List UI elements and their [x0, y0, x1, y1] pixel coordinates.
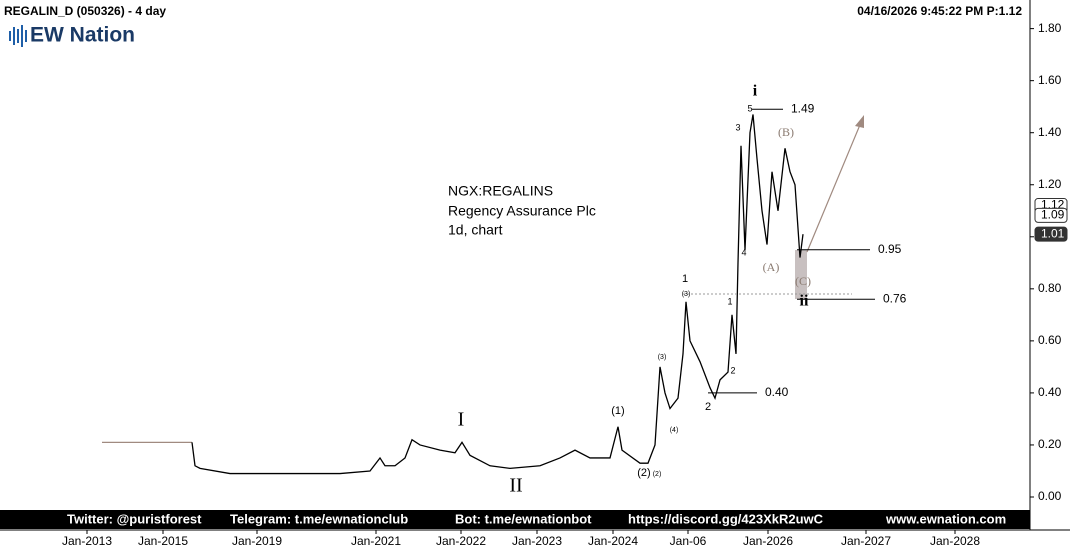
wave-label: 1: [727, 296, 732, 306]
x-tick-label: Jan-2024: [588, 534, 638, 548]
x-tick-label: Jan-2022: [436, 534, 486, 548]
wave-label: (3): [658, 354, 667, 361]
y-tick-label: 1.40: [1038, 125, 1062, 139]
y-tick-label: 0.40: [1038, 385, 1062, 399]
projection-arrow: [806, 119, 863, 253]
y-tick-label: 0.80: [1038, 281, 1062, 295]
y-tick-label: 0.20: [1038, 437, 1062, 451]
footer-band: [0, 510, 1030, 529]
description: 1d, chart: [448, 222, 503, 238]
footer-text: www.ewnation.com: [885, 511, 1006, 526]
wave-label: (1): [611, 405, 624, 417]
wave-label: (A): [763, 260, 780, 274]
wave-label: 2: [705, 401, 711, 413]
arrow-head: [855, 115, 864, 128]
wave-label: (2): [637, 467, 650, 479]
wave-label: (B): [778, 125, 794, 139]
wave-label: 5: [747, 103, 752, 113]
x-tick-label: Jan-2019: [232, 534, 282, 548]
wave-label: i: [753, 83, 758, 100]
x-tick-label: Jan-2015: [138, 534, 188, 548]
wave-label: (C): [795, 274, 811, 288]
level-label: 0.76: [883, 291, 907, 305]
price-tag-label: 1.01: [1041, 226, 1065, 240]
level-label: 0.40: [765, 385, 789, 399]
wave-label: 4: [741, 247, 746, 257]
wave-label: 1: [682, 273, 688, 285]
level-label: 0.95: [878, 242, 902, 256]
y-tick-label: 1.80: [1038, 21, 1062, 35]
footer-text: Telegram: t.me/ewnationclub: [230, 511, 408, 526]
x-tick-label: Jan-2023: [512, 534, 562, 548]
chart-title: REGALIN_D (050326) - 4 day: [4, 4, 166, 18]
y-tick-label: 0.60: [1038, 333, 1062, 347]
price-tag: [1034, 226, 1068, 242]
description: Regency Assurance Plc: [448, 203, 596, 219]
wave-label: ii: [800, 293, 809, 310]
wave-label: (4): [670, 427, 679, 434]
wave-label: 3: [735, 122, 740, 132]
x-tick-label: Jan-2028: [930, 534, 980, 548]
footer-text: Twitter: @puristforest: [67, 511, 202, 526]
wave-label: (2): [653, 471, 662, 478]
price-tag-label: 1.09: [1041, 208, 1065, 222]
x-tick-label: Jan-2021: [351, 534, 401, 548]
y-tick-label: 1.60: [1038, 73, 1062, 87]
wave-label: II: [509, 475, 522, 497]
level-label: 1.49: [791, 101, 815, 115]
logo: EW Nation: [30, 24, 135, 47]
price-tag: [1034, 207, 1068, 223]
x-tick-label: Jan-2026: [743, 534, 793, 548]
x-tick-label: Jan-06: [670, 534, 707, 548]
x-tick-label: Jan-2027: [841, 534, 891, 548]
wave-label: 2: [730, 365, 735, 375]
footer-text: Bot: t.me/ewnationbot: [455, 511, 592, 526]
y-tick-label: 0.00: [1038, 489, 1062, 503]
y-tick-label: 1.20: [1038, 177, 1062, 191]
target-zone: [795, 250, 807, 299]
timestamp: 04/16/2026 9:45:22 PM P:1.12: [857, 4, 1022, 18]
wave-label: I: [458, 409, 465, 431]
price-line: [191, 114, 804, 475]
footer-text: https://discord.gg/423XkR2uwC: [628, 511, 824, 526]
x-tick-label: Jan-2013: [62, 534, 112, 548]
logo-icon: [9, 25, 27, 47]
wave-label: (3): [682, 291, 691, 298]
description: NGX:REGALINS: [448, 183, 553, 199]
